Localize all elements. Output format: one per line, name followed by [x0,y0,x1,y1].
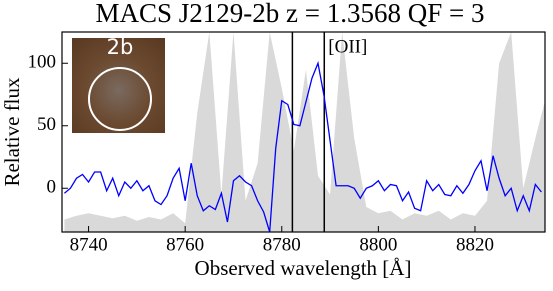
y-tick-label: 100 [28,52,57,73]
y-tick-label: 0 [47,177,57,198]
y-axis-label: Relative flux [0,77,24,187]
inset-circle [88,67,152,131]
y-tick-label: 50 [37,114,56,135]
inset-image-bg [72,38,165,133]
x-tick-label: 8820 [456,234,494,255]
x-axis-label: Observed wavelength [Å] [195,256,412,280]
plot-frame [61,31,546,233]
plot-area [64,32,545,232]
spectrum-line [64,60,542,232]
annotation: [OII] [328,36,367,57]
x-tick-label: 8800 [359,234,397,255]
x-tick-label: 8740 [70,234,108,255]
chart-title: MACS J2129-2b z = 1.3568 QF = 3 [96,0,485,28]
inset-image: 2b [72,35,165,133]
inset-label: 2b [107,35,134,59]
x-tick-label: 8780 [263,234,301,255]
x-tick-label: 8760 [166,234,204,255]
sky-area [64,32,545,232]
